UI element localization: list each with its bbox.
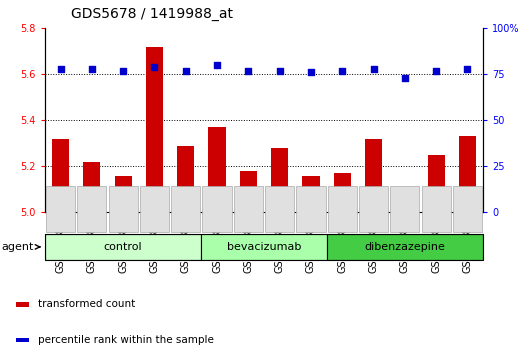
Bar (115, 176, 132, 212)
Point (463, 66, 472, 72)
Bar (428, 155, 445, 212)
Bar (209, 127, 225, 212)
Point (150, 64, 158, 70)
Text: GDS5678 / 1419988_at: GDS5678 / 1419988_at (71, 7, 233, 21)
Bar (83, 162, 100, 212)
Bar (365, 139, 382, 212)
Point (88, 66, 96, 72)
Bar (201, 234, 327, 260)
Point (401, 75, 409, 81)
Bar (271, 148, 288, 212)
Text: percentile rank within the sample: percentile rank within the sample (39, 335, 214, 345)
Bar (177, 145, 194, 212)
Bar (303, 176, 319, 212)
Point (432, 68, 440, 74)
Point (56, 66, 65, 72)
Bar (240, 171, 257, 212)
Text: control: control (104, 242, 143, 252)
Bar (16, 338, 30, 342)
Point (338, 68, 346, 74)
Point (213, 62, 221, 68)
Point (276, 68, 284, 74)
Point (307, 70, 315, 75)
Bar (459, 136, 476, 212)
Bar (16, 302, 30, 307)
Text: transformed count: transformed count (39, 299, 136, 309)
Bar (334, 173, 351, 212)
Point (119, 68, 127, 74)
Text: bevacizumab: bevacizumab (227, 242, 301, 252)
Text: dibenzazepine: dibenzazepine (364, 242, 445, 252)
Bar (45, 234, 201, 260)
Bar (146, 47, 163, 212)
Text: agent: agent (1, 242, 40, 252)
Point (182, 68, 190, 74)
Point (370, 66, 378, 72)
Bar (396, 199, 413, 212)
Bar (52, 139, 69, 212)
Bar (327, 234, 483, 260)
Point (244, 68, 252, 74)
